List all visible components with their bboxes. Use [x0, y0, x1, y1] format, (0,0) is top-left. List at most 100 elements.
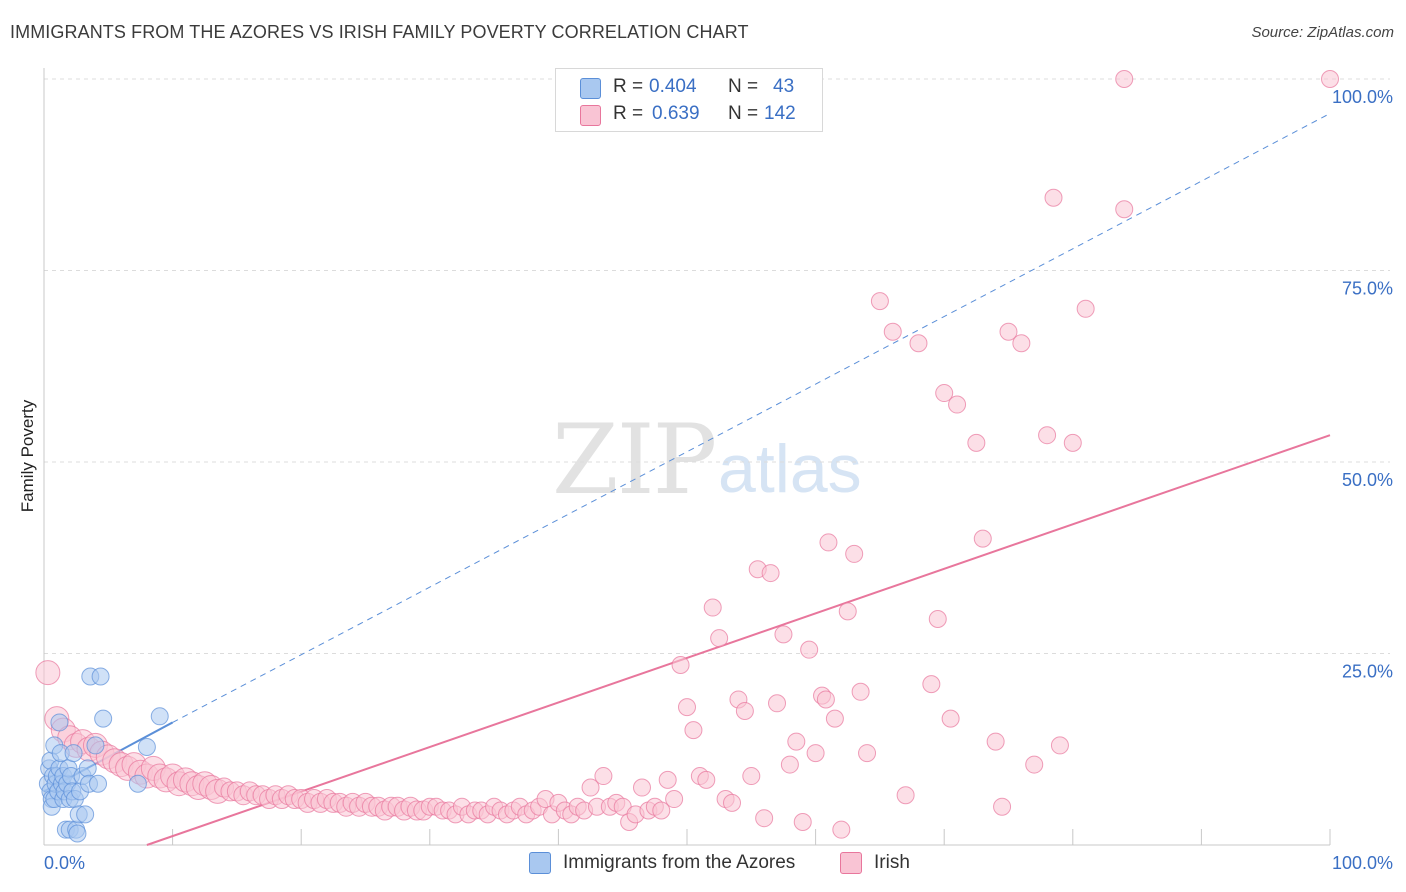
point-irish	[870, 292, 889, 311]
point-irish	[658, 770, 677, 789]
point-irish	[948, 395, 967, 414]
point-irish	[697, 770, 716, 789]
point-irish	[581, 778, 600, 797]
trend-line-extension	[172, 113, 1331, 723]
series-swatch-irish	[840, 852, 862, 874]
point-irish	[774, 625, 793, 644]
point-irish	[1076, 299, 1095, 318]
point-azores	[50, 713, 69, 732]
point-azores	[91, 667, 110, 686]
point-irish	[594, 767, 613, 786]
point-azores	[128, 774, 147, 793]
point-irish	[1063, 433, 1082, 452]
point-irish	[1115, 200, 1134, 219]
point-irish	[678, 698, 696, 717]
watermark-zip: ZIP	[552, 404, 717, 516]
point-irish	[819, 533, 838, 552]
point-irish	[832, 820, 851, 839]
x-tick-label: 0.0%	[44, 853, 85, 873]
point-irish	[999, 322, 1018, 341]
legend-n-value: 43	[773, 76, 795, 97]
axes	[43, 68, 1331, 846]
series-legend-irish: Irish	[840, 852, 910, 874]
point-irish	[922, 675, 941, 694]
point-azores	[68, 824, 87, 843]
point-irish	[780, 755, 799, 774]
chart-title: IMMIGRANTS FROM THE AZORES VS IRISH FAMI…	[10, 22, 749, 42]
point-irish	[755, 809, 774, 828]
point-irish	[735, 701, 754, 720]
tick-labels: 25.0% 50.0% 75.0% 100.0% 0.0% 100.0%	[44, 87, 1393, 873]
point-irish	[723, 793, 742, 812]
point-irish	[1115, 70, 1134, 88]
point-azores	[64, 744, 83, 763]
point-azores	[94, 709, 113, 728]
point-irish	[761, 564, 780, 583]
legend-r-value: 0.404	[649, 76, 697, 97]
point-irish	[941, 709, 960, 728]
point-irish	[883, 322, 902, 341]
legend-swatch-irish	[580, 105, 601, 126]
point-irish	[652, 801, 671, 820]
point-irish	[806, 744, 825, 763]
legend-row-irish: R = 0.639 N = 142	[556, 101, 822, 127]
point-irish	[838, 602, 857, 621]
trend-line-irish	[146, 434, 1331, 846]
point-irish	[1044, 188, 1063, 207]
point-irish	[703, 598, 722, 617]
point-azores	[137, 737, 156, 756]
data-points	[35, 70, 1339, 843]
source-label: Source: ZipAtlas.com	[1251, 24, 1394, 41]
point-irish	[800, 640, 819, 659]
point-irish	[1025, 755, 1044, 774]
point-irish	[787, 732, 806, 751]
point-irish	[665, 790, 684, 809]
point-irish	[851, 682, 870, 701]
point-irish	[816, 690, 835, 709]
series-label-azores: Immigrants from the Azores	[563, 852, 796, 873]
y-tick-label: 25.0%	[1342, 662, 1393, 682]
series-legend-azores: Immigrants from the Azores	[529, 852, 795, 874]
point-irish	[684, 721, 703, 740]
point-irish	[967, 433, 986, 452]
point-irish	[793, 813, 812, 832]
point-irish	[896, 786, 915, 805]
point-azores	[76, 805, 95, 824]
point-irish	[909, 334, 928, 353]
point-azores	[86, 736, 105, 755]
point-irish	[973, 529, 992, 548]
series-legend: Immigrants from the Azores Irish	[0, 852, 1406, 878]
point-irish	[1050, 736, 1069, 755]
point-irish	[858, 744, 877, 763]
point-irish	[1321, 70, 1339, 88]
watermark-atlas: atlas	[718, 431, 862, 507]
series-swatch-azores	[529, 852, 551, 874]
legend-n-value: 142	[764, 103, 796, 124]
legend-n-label: N =	[728, 103, 759, 124]
point-irish	[35, 660, 61, 686]
legend-swatch-azores	[580, 78, 601, 99]
point-azores	[78, 759, 97, 778]
y-tick-label: 50.0%	[1342, 470, 1393, 490]
point-irish	[845, 544, 864, 563]
point-irish	[768, 694, 787, 713]
point-irish	[935, 384, 954, 403]
point-irish	[986, 732, 1005, 751]
point-azores	[89, 774, 108, 793]
point-irish	[993, 797, 1012, 816]
legend-n-label: N =	[728, 76, 759, 97]
point-irish	[671, 655, 690, 674]
stats-legend: R = 0.404 N = 43 R = 0.639 N = 142	[555, 68, 823, 132]
y-tick-label: 100.0%	[1332, 87, 1393, 107]
gridlines	[44, 78, 1390, 654]
y-tick-label: 75.0%	[1342, 279, 1393, 299]
point-irish	[632, 778, 651, 797]
series-label-irish: Irish	[874, 852, 910, 873]
point-irish	[1012, 334, 1031, 353]
x-tick-label: 100.0%	[1332, 853, 1393, 873]
point-azores	[150, 707, 169, 726]
legend-r-value: 0.639	[652, 103, 700, 124]
legend-r-label: R =	[613, 103, 644, 124]
point-irish	[742, 767, 761, 786]
